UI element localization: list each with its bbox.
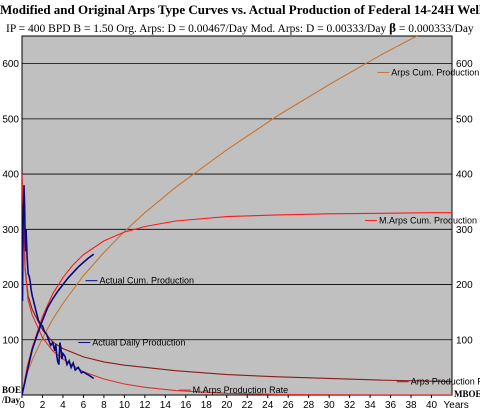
x-tick-label: 2 [40,400,46,411]
series-line-m-arps-cum-production [22,212,452,395]
x-tick-label: 28 [303,400,315,411]
y-tick-label-left: 500 [2,114,19,125]
x-tick-label: 20 [221,400,233,411]
x-tick-label: 0 [19,400,25,411]
annotation-label-actual-daily-production: Actual Daily Production [92,338,185,348]
x-tick-label: 24 [262,400,274,411]
x-tick-label: 22 [242,400,254,411]
subtitle-part2: = 0.000333/Day [395,23,474,35]
x-tick-label: 16 [180,400,192,411]
x-tick-label: 10 [119,400,131,411]
plot-area [21,35,453,396]
subtitle-part1: IP = 400 BPD B = 1.50 Org. Arps: D = 0.0… [6,23,390,35]
annotations: Arps Cum. Production M.Arps Cum. Producti… [78,67,480,395]
y-tick-label-left: 300 [2,225,19,236]
x-axis-label: Years [444,400,469,411]
subtitle-beta-symbol: β [389,20,396,35]
y-tick-label-right: 400 [456,170,473,181]
x-tick-label: 14 [160,400,172,411]
x-tick-label: 26 [283,400,295,411]
x-tick-label: 6 [81,400,87,411]
x-tick-label: 18 [201,400,213,411]
series-line-m-arps-production-rate [22,174,452,395]
annotation-label-m-arps-cum-production: M.Arps Cum. Production [379,215,477,225]
y-tick-label-left: 200 [2,280,19,291]
x-tick-label: 36 [385,400,397,411]
x-tick-label: 38 [405,400,417,411]
y-tick-label-left: 400 [2,170,19,181]
series-line-actual-daily-production [22,185,95,380]
y-tick-label-left: 600 [2,59,19,70]
annotation-label-arps-production-rate: Arps Production Rate [411,377,480,387]
x-tick-label: 4 [60,400,66,411]
y-axis-label-right: MBOE [454,389,480,399]
y-axis-label-left-unit: /Day [1,395,21,405]
y-tick-label-left: 100 [2,335,19,346]
series-line-actual-cum-production [22,253,95,395]
y-tick-label-right: 500 [456,114,473,125]
y-tick-label-right: 100 [456,335,473,346]
chart-subtitle: IP = 400 BPD B = 1.50 Org. Arps: D = 0.0… [6,20,480,36]
y-tick-label-right: 600 [456,59,473,70]
series-lines [22,36,452,395]
x-tick-label: 40 [426,400,438,411]
y-tick-label-right: 300 [456,225,473,236]
x-tick-label: 32 [344,400,356,411]
annotation-label-arps-cum-production: Arps Cum. Production [391,67,479,77]
y-tick-label-right: 200 [456,280,473,291]
series-line-arps-cum-production [22,36,419,395]
x-tick-label: 8 [101,400,107,411]
annotation-label-m-arps-production-rate: M.Arps Production Rate [193,385,289,395]
gridlines [22,63,452,341]
y-axis-label-left: BOE [2,385,21,395]
x-tick-label: 34 [365,400,377,411]
series-line-arps-production-rate [22,174,452,383]
x-tick-label: 12 [139,400,151,411]
x-tick-label: 30 [324,400,336,411]
annotation-label-actual-cum-production: Actual Cum. Production [99,276,194,286]
chart-title: Modified and Original Arps Type Curves v… [0,2,480,17]
